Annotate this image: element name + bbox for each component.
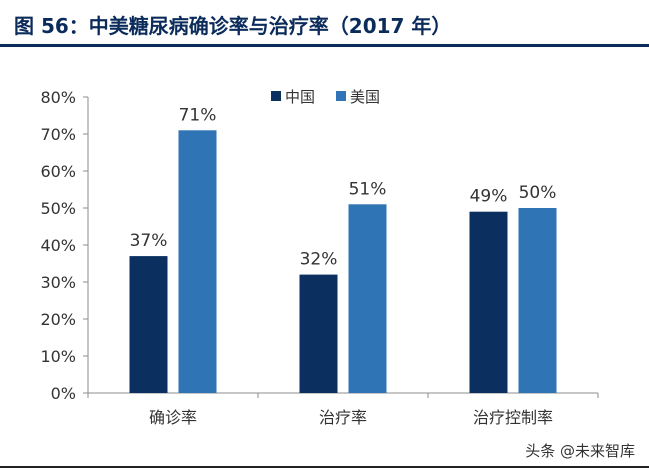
data-label: 32% bbox=[300, 250, 338, 270]
legend-swatch-美国 bbox=[336, 91, 346, 101]
bar-美国-确诊率 bbox=[178, 130, 217, 394]
figure-title: 图 56：中美糖尿病确诊率与治疗率（2017 年） bbox=[14, 14, 452, 38]
y-tick-label: 20% bbox=[40, 310, 76, 329]
bar-美国-治疗率 bbox=[348, 204, 387, 393]
x-tick-label: 治疗控制率 bbox=[473, 408, 553, 427]
x-tick-label: 治疗率 bbox=[319, 408, 367, 427]
legend-swatch-中国 bbox=[271, 91, 281, 101]
legend-label: 美国 bbox=[350, 88, 380, 106]
legend-label: 中国 bbox=[285, 88, 315, 106]
y-tick-label: 0% bbox=[51, 384, 76, 403]
bar-中国-治疗控制率 bbox=[469, 211, 508, 393]
data-label: 50% bbox=[519, 183, 557, 203]
bar-美国-治疗控制率 bbox=[518, 208, 557, 393]
bottom-divider bbox=[0, 466, 649, 468]
y-tick-label: 80% bbox=[40, 88, 76, 107]
title-divider bbox=[0, 44, 649, 47]
y-tick-label: 40% bbox=[40, 236, 76, 255]
y-tick-label: 30% bbox=[40, 273, 76, 292]
watermark: 头条 @未来智库 bbox=[525, 442, 635, 460]
data-label: 71% bbox=[179, 105, 217, 125]
y-tick-label: 70% bbox=[40, 125, 76, 144]
data-label: 37% bbox=[130, 231, 168, 251]
y-tick-label: 50% bbox=[40, 199, 76, 218]
data-label: 49% bbox=[470, 187, 508, 207]
bar-中国-确诊率 bbox=[129, 256, 168, 393]
data-label: 51% bbox=[349, 179, 387, 199]
bar-中国-治疗率 bbox=[299, 274, 338, 393]
x-tick-label: 确诊率 bbox=[149, 408, 197, 427]
y-tick-label: 10% bbox=[40, 347, 76, 366]
y-tick-label: 60% bbox=[40, 162, 76, 181]
